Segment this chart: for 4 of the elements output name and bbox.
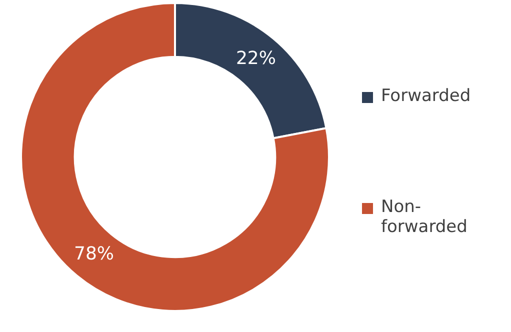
data-label: 78% [74,244,114,265]
legend-label: Forwarded [381,86,471,106]
data-label: 22% [236,48,276,69]
legend-label: Non-forwarded [381,196,468,236]
